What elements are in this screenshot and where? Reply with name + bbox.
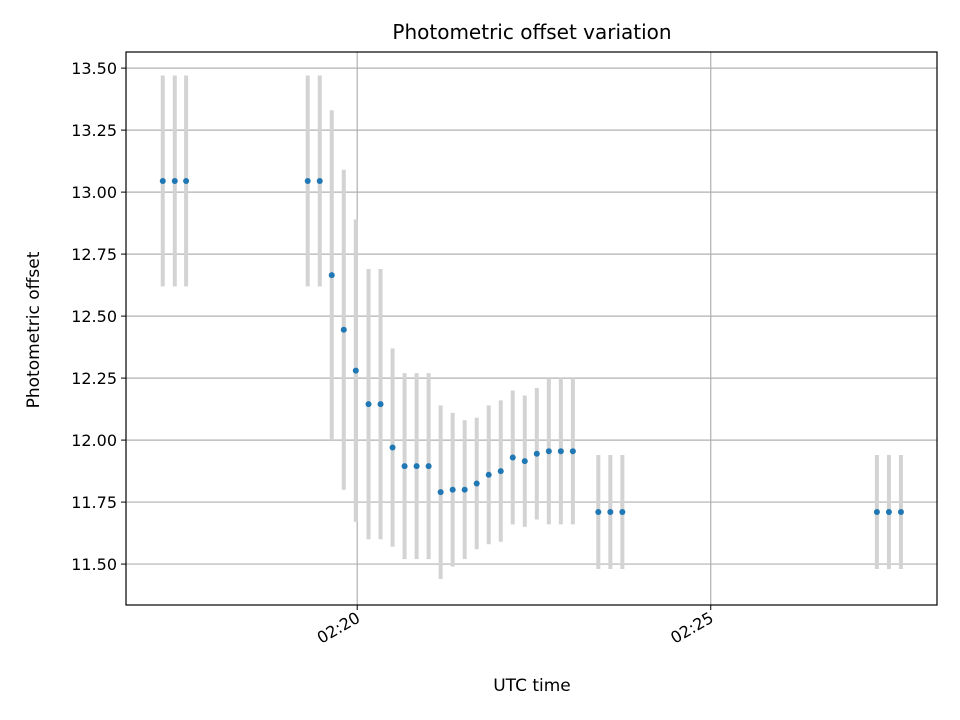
data-points [159, 177, 904, 516]
data-point [377, 401, 384, 408]
data-point [569, 448, 576, 455]
data-point [328, 272, 335, 279]
data-point [897, 509, 904, 516]
data-point [389, 444, 396, 451]
data-point [619, 509, 626, 516]
data-point [316, 177, 323, 184]
data-point [159, 177, 166, 184]
data-point [171, 177, 178, 184]
data-point [595, 509, 602, 516]
y-tick-label: 12.50 [71, 307, 117, 326]
data-point [497, 468, 504, 475]
y-tick-label: 13.25 [71, 121, 117, 140]
data-point [533, 450, 540, 457]
x-axis-title: UTC time [493, 676, 571, 696]
data-point [425, 463, 432, 470]
data-point [304, 177, 311, 184]
data-point [885, 509, 892, 516]
data-point [340, 326, 347, 333]
data-point [473, 480, 480, 487]
y-axis-title: Photometric offset [24, 251, 44, 408]
data-point [413, 463, 420, 470]
data-point [545, 448, 552, 455]
data-point [509, 454, 516, 461]
y-tick-label: 12.00 [71, 431, 117, 450]
chart-title: Photometric offset variation [392, 20, 671, 44]
data-point [183, 177, 190, 184]
y-tick-label: 12.75 [71, 245, 117, 264]
data-point [873, 509, 880, 516]
data-point [437, 489, 444, 496]
y-tick-label: 11.50 [71, 555, 117, 574]
y-tick-label: 12.25 [71, 369, 117, 388]
plot-frame [125, 51, 938, 606]
data-point [557, 448, 564, 455]
y-tick-label: 13.00 [71, 183, 117, 202]
data-point [461, 486, 468, 493]
data-point [352, 367, 359, 374]
y-tick-label: 11.75 [71, 493, 117, 512]
data-point [401, 463, 408, 470]
data-point [449, 486, 456, 493]
data-point [485, 471, 492, 478]
data-point [521, 458, 528, 465]
data-point [607, 509, 614, 516]
y-tick-label: 13.50 [71, 59, 117, 78]
data-point [365, 401, 372, 408]
